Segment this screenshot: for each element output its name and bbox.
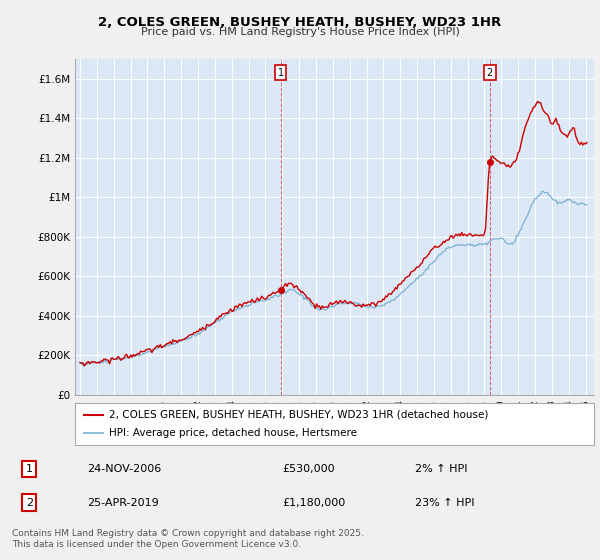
Text: 24-NOV-2006: 24-NOV-2006 <box>87 464 161 474</box>
Text: HPI: Average price, detached house, Hertsmere: HPI: Average price, detached house, Hert… <box>109 428 357 438</box>
Text: 2, COLES GREEN, BUSHEY HEATH, BUSHEY, WD23 1HR: 2, COLES GREEN, BUSHEY HEATH, BUSHEY, WD… <box>98 16 502 29</box>
Text: 25-APR-2019: 25-APR-2019 <box>87 498 158 507</box>
Text: Contains HM Land Registry data © Crown copyright and database right 2025.
This d: Contains HM Land Registry data © Crown c… <box>12 529 364 549</box>
Text: 1: 1 <box>26 464 33 474</box>
Text: £530,000: £530,000 <box>283 464 335 474</box>
Text: 2, COLES GREEN, BUSHEY HEATH, BUSHEY, WD23 1HR (detached house): 2, COLES GREEN, BUSHEY HEATH, BUSHEY, WD… <box>109 410 488 420</box>
Text: 2: 2 <box>487 68 493 78</box>
Text: 23% ↑ HPI: 23% ↑ HPI <box>415 498 475 507</box>
Text: 1: 1 <box>278 68 284 78</box>
Text: 2: 2 <box>26 498 33 507</box>
Text: £1,180,000: £1,180,000 <box>283 498 346 507</box>
Text: 2% ↑ HPI: 2% ↑ HPI <box>415 464 468 474</box>
Text: Price paid vs. HM Land Registry's House Price Index (HPI): Price paid vs. HM Land Registry's House … <box>140 27 460 37</box>
